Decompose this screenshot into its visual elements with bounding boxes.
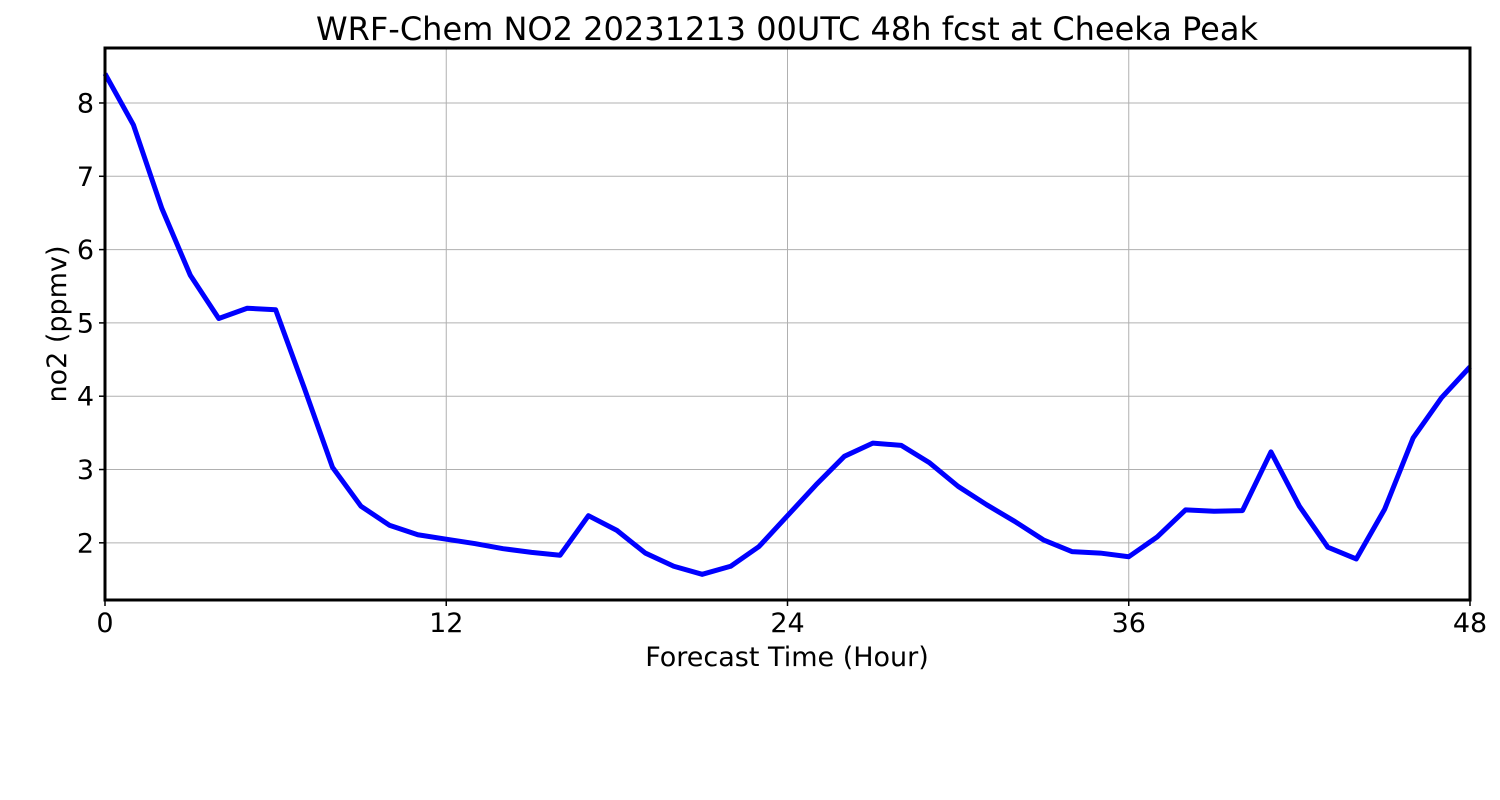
y-tick-label: 8 <box>77 88 94 119</box>
series-layer <box>102 72 1472 577</box>
chart-title: WRF-Chem NO2 20231213 00UTC 48h fcst at … <box>316 10 1258 48</box>
y-axis-label: no2 (ppmv) <box>42 245 73 402</box>
y-tick-label: 4 <box>77 382 94 413</box>
x-tick-label: 0 <box>96 608 113 639</box>
x-tick-label: 36 <box>1112 608 1146 639</box>
x-tick-label: 24 <box>770 608 804 639</box>
plot-area-frame <box>103 46 1472 602</box>
x-tick-label: 12 <box>429 608 463 639</box>
y-tick-label: 7 <box>77 162 94 193</box>
axis-ticks: 0 12 24 36 48 2 3 4 5 6 7 8 <box>77 88 1487 639</box>
y-tick-label: 6 <box>77 235 94 266</box>
y-tick-label: 5 <box>77 308 94 339</box>
y-tick-label: 3 <box>77 455 94 486</box>
y-tick-label: 2 <box>77 528 94 559</box>
x-axis-label: Forecast Time (Hour) <box>645 642 929 673</box>
x-tick-label: 48 <box>1453 608 1487 639</box>
series-line-no2 <box>102 72 1472 577</box>
